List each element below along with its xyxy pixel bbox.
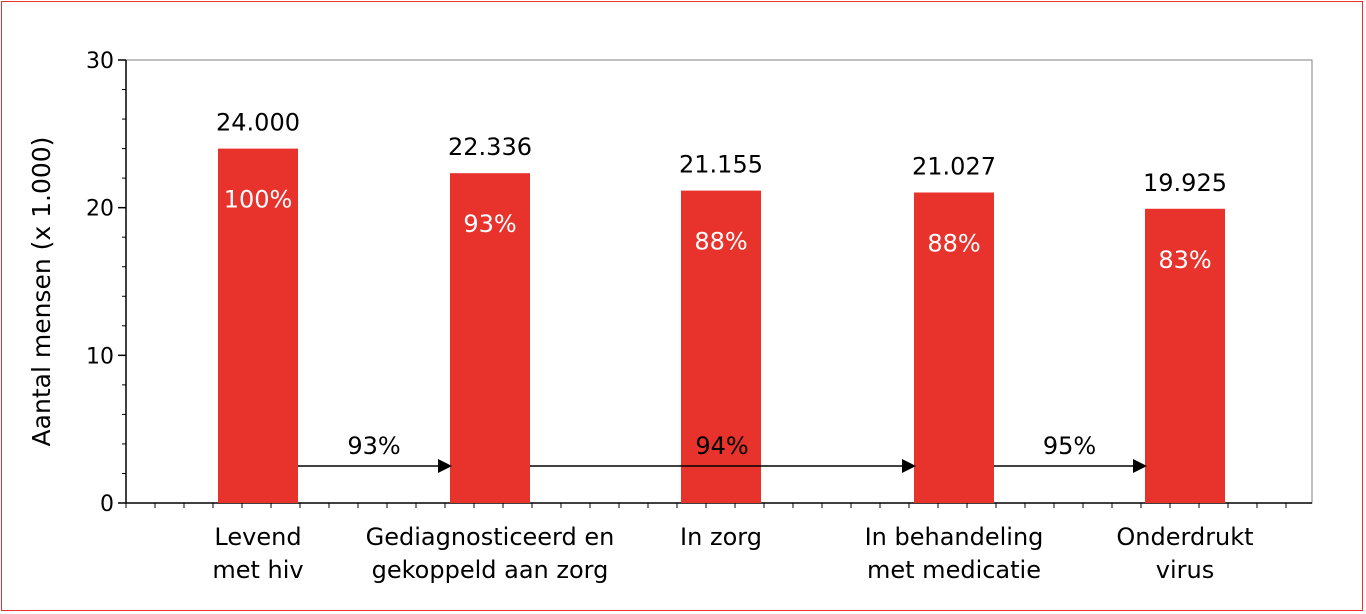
conversion-label: 93% [347,432,400,460]
conversion-label: 94% [695,432,748,460]
category-label: virus [1156,556,1214,584]
category-label: Levend [214,523,301,551]
bar-value-label: 19.925 [1143,169,1227,197]
bar [218,148,298,503]
category-label: gekoppeld aan zorg [372,556,609,584]
bar-value-label: 22.336 [448,133,532,161]
y-tick-label: 30 [86,49,114,74]
conversion-label: 95% [1043,432,1096,460]
bar-percent-label: 93% [463,210,516,238]
category-label: Gediagnosticeerd en [366,523,615,551]
bar-percent-label: 88% [927,230,980,258]
category-label: met medicatie [867,556,1041,584]
bar [914,192,994,504]
category-label: In zorg [680,523,762,551]
bar [1145,208,1225,503]
y-axis-title: Aantal mensen (x 1.000) [27,137,56,447]
category-label: In behandeling [865,523,1044,551]
category-label: met hiv [212,556,303,584]
bar [450,173,530,503]
bar [681,190,761,504]
bar-percent-label: 83% [1158,246,1211,274]
bar-percent-label: 100% [224,186,293,214]
y-tick-label: 20 [86,197,114,222]
y-tick-label: 0 [100,492,114,517]
y-tick-label: 10 [86,344,114,369]
bar-percent-label: 88% [694,228,747,256]
category-label: Onderdrukt [1116,523,1253,551]
bar-value-label: 21.027 [912,153,996,181]
bar-value-label: 21.155 [679,151,763,179]
bar-value-label: 24.000 [216,109,300,137]
